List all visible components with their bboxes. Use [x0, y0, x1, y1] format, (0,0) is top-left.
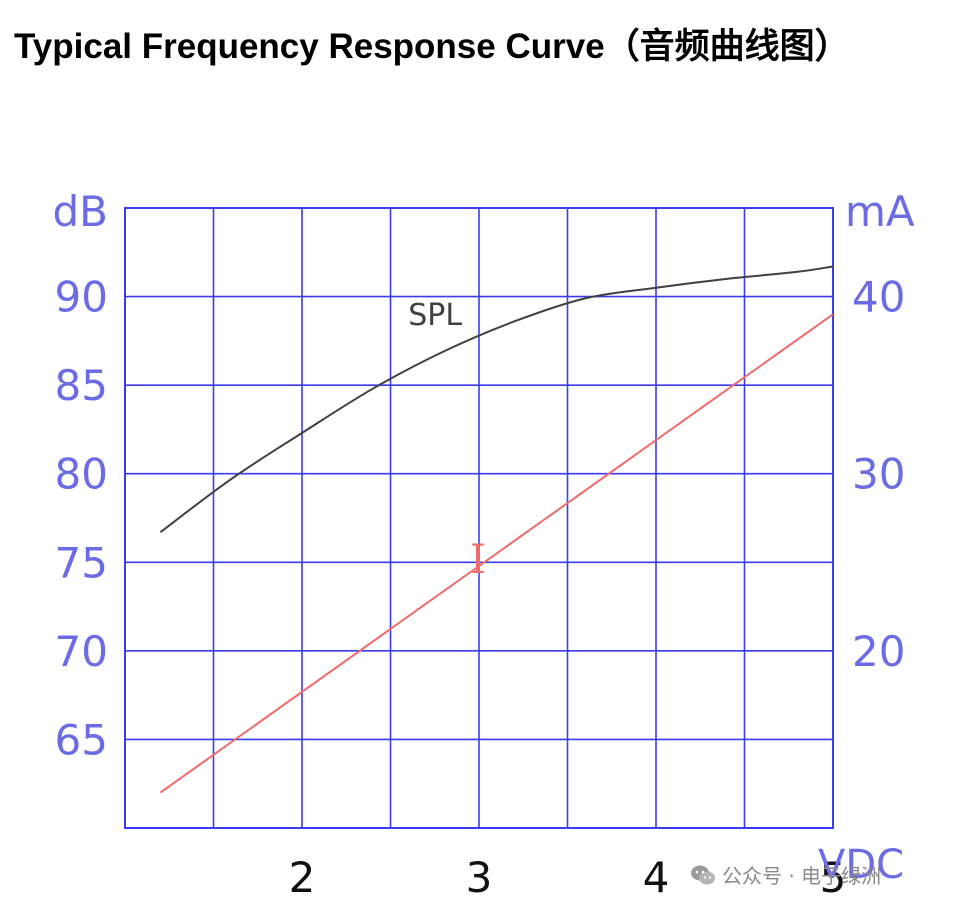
- series-label-current: I: [470, 537, 486, 583]
- chart-grid: [124, 207, 834, 829]
- watermark: 公众号 · 电子绿洲: [690, 860, 881, 889]
- y-left-tick-label: 70: [55, 627, 108, 676]
- y-left-axis-label: dB: [53, 187, 108, 236]
- watermark-text: 公众号 · 电子绿洲: [722, 864, 882, 888]
- y-left-tick-label: 80: [55, 450, 108, 499]
- x-tick-label: 3: [466, 853, 493, 902]
- y-right-axis-label: mA: [845, 187, 915, 236]
- x-axis-label: VDC: [818, 842, 904, 888]
- series-line-current: [159, 313, 834, 794]
- wechat-logo-icon: [691, 865, 715, 884]
- chart-series: [159, 265, 834, 794]
- x-tick-label: 5: [820, 853, 847, 902]
- series-label-spl: SPL: [408, 298, 462, 333]
- y-left-tick-label: 85: [55, 361, 108, 410]
- x-tick-label: 4: [643, 853, 670, 902]
- y-right-tick-label: 40: [852, 273, 905, 322]
- y-right-tick-label: 20: [852, 627, 905, 676]
- y-right-tick-label: 30: [852, 450, 905, 499]
- y-left-tick-label: 75: [55, 538, 108, 587]
- chart-title-cn: （音频曲线图）: [604, 27, 850, 67]
- series-line-spl: [159, 265, 834, 533]
- chart-title: Typical Frequency Response Curve（音频曲线图）: [14, 18, 850, 69]
- y-left-tick-label: 65: [55, 715, 108, 764]
- y-left-tick-label: 90: [55, 273, 108, 322]
- x-tick-label: 2: [289, 853, 316, 902]
- chart-title-main: Typical Frequency Response Curve: [14, 27, 605, 66]
